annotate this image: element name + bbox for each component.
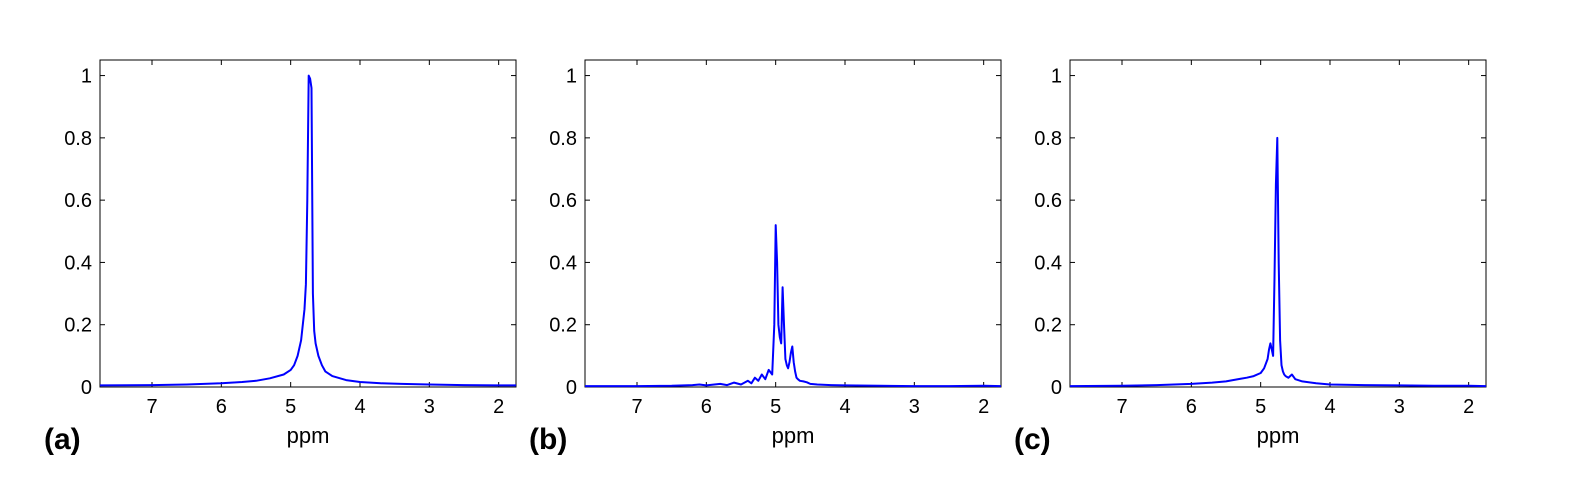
chart-panel-2: 7 6 5 4 3 2 0 0.2 0.4 0.6 0.8 1 ppm (b) bbox=[529, 59, 1002, 456]
y-tick-label: 0 bbox=[1051, 377, 1062, 399]
y-tick-label: 0.8 bbox=[64, 128, 92, 150]
x-tick-label: 6 bbox=[216, 396, 227, 418]
y-tick-label: 0.4 bbox=[549, 252, 577, 274]
y-tick-label: 0.2 bbox=[549, 315, 577, 337]
x-tick-label: 5 bbox=[770, 396, 781, 418]
y-tick-label: 1 bbox=[1051, 66, 1062, 88]
x-tick-label: 5 bbox=[1255, 396, 1266, 418]
x-tick-label: 7 bbox=[1116, 396, 1127, 418]
y-tick-label: 0.4 bbox=[1034, 252, 1062, 274]
x-tick-label: 7 bbox=[146, 396, 157, 418]
x-tick-label: 4 bbox=[354, 396, 365, 418]
x-axis-label: ppm bbox=[287, 423, 330, 448]
y-tick-label: 1 bbox=[81, 66, 92, 88]
panel-label: (b) bbox=[529, 423, 567, 456]
x-axis-label: ppm bbox=[1257, 423, 1300, 448]
axes-box bbox=[584, 59, 1002, 388]
spectrum-line bbox=[99, 74, 516, 387]
y-tick-label: 0 bbox=[566, 377, 577, 399]
axes-box bbox=[99, 59, 517, 388]
spectrum-line bbox=[585, 224, 1002, 388]
x-tick-label: 5 bbox=[285, 396, 296, 418]
y-tick-label: 1 bbox=[566, 66, 577, 88]
y-tick-label: 0.6 bbox=[549, 190, 577, 212]
x-tick-label: 6 bbox=[701, 396, 712, 418]
y-tick-label: 0 bbox=[81, 377, 92, 399]
x-tick-label: 2 bbox=[978, 396, 989, 418]
x-tick-label: 3 bbox=[1394, 396, 1405, 418]
x-tick-label: 6 bbox=[1186, 396, 1197, 418]
y-tick-label: 0.2 bbox=[1034, 315, 1062, 337]
y-tick-label: 0.2 bbox=[64, 315, 92, 337]
x-tick-label: 3 bbox=[424, 396, 435, 418]
panel-label: (a) bbox=[44, 423, 81, 456]
x-tick-label: 7 bbox=[631, 396, 642, 418]
x-axis-label: ppm bbox=[772, 423, 815, 448]
y-tick-label: 0.6 bbox=[64, 190, 92, 212]
x-tick-label: 3 bbox=[909, 396, 920, 418]
chart-panel-3: 7 6 5 4 3 2 0 0.2 0.4 0.6 0.8 1 ppm (c) bbox=[1014, 59, 1487, 456]
x-tick-label: 4 bbox=[1324, 396, 1335, 418]
y-tick-label: 0.8 bbox=[1034, 128, 1062, 150]
x-tick-label: 2 bbox=[1463, 396, 1474, 418]
axes-box bbox=[1069, 59, 1487, 388]
spectrum-line bbox=[1069, 136, 1487, 388]
chart-panel-1: 7 6 5 4 3 2 0 0.2 0.4 0.6 0.8 1 ppm (a) bbox=[44, 59, 517, 456]
panel-label: (c) bbox=[1014, 423, 1051, 456]
y-tick-label: 0.4 bbox=[64, 252, 92, 274]
y-tick-label: 0.6 bbox=[1034, 190, 1062, 212]
y-tick-label: 0.8 bbox=[549, 128, 577, 150]
x-tick-label: 2 bbox=[493, 396, 504, 418]
x-tick-label: 4 bbox=[839, 396, 850, 418]
